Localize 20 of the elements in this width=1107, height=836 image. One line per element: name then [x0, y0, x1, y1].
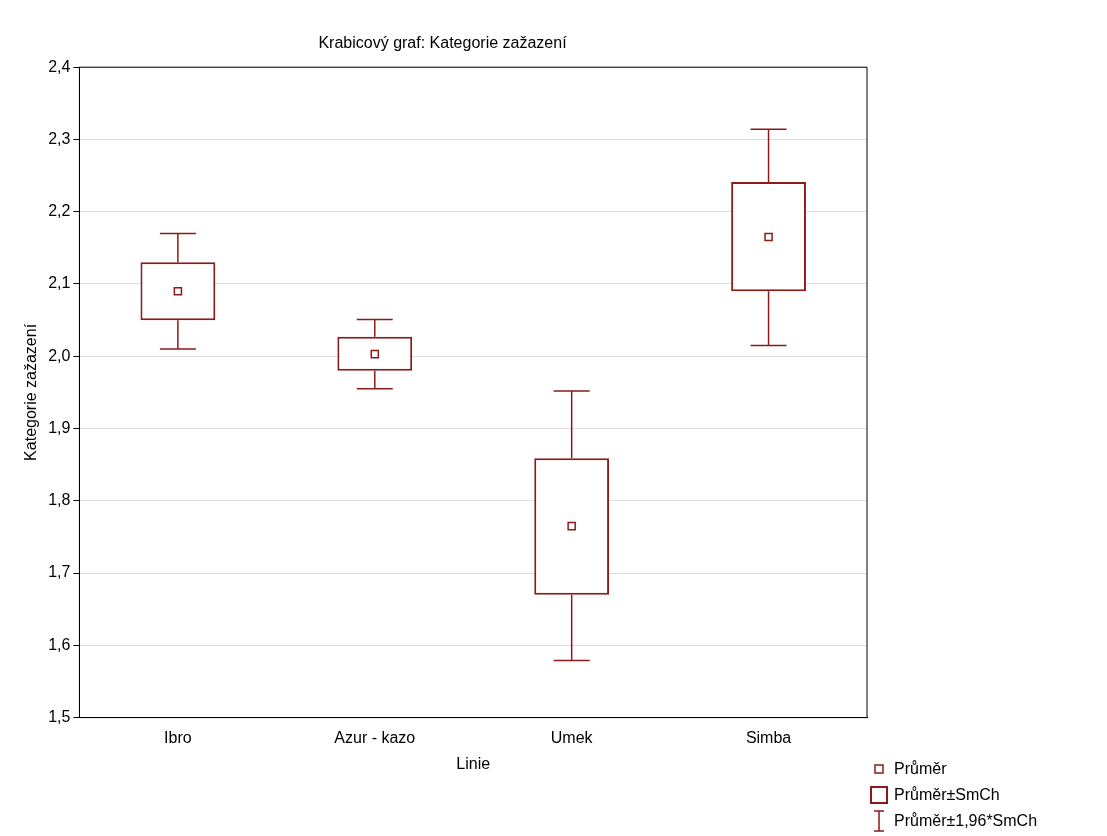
y-tick-label: 2,2: [48, 202, 71, 220]
y-tick-label: 2,0: [48, 346, 71, 364]
y-tick-label: 1,6: [48, 635, 71, 653]
y-tick-label: 1,9: [48, 418, 71, 436]
y-tick-label: 1,8: [48, 491, 71, 509]
y-tick-label: 1,5: [48, 708, 71, 726]
x-tick-label: Umek: [550, 728, 594, 746]
x-tick-label: Simba: [745, 728, 792, 746]
text: Průměr±SmCh: [894, 785, 1000, 805]
x-tick-label: Ibro: [164, 728, 192, 746]
x-tick-label: Azur - kazo: [334, 728, 416, 746]
y-tick-label: 1,7: [48, 563, 71, 581]
legend-label: Průměr: [894, 759, 947, 779]
text: Průměr±1,96*SmCh: [894, 811, 1038, 831]
x-axis-title: Linie: [456, 754, 491, 772]
y-tick-label: 2,4: [48, 57, 71, 75]
y-tick-label: 2,1: [48, 274, 71, 292]
chart-title: Krabicový graf: Kategorie zažazení: [318, 34, 568, 52]
y-axis-title: Kategorie zažazení: [22, 323, 40, 461]
y-tick-label: 2,3: [48, 129, 71, 147]
